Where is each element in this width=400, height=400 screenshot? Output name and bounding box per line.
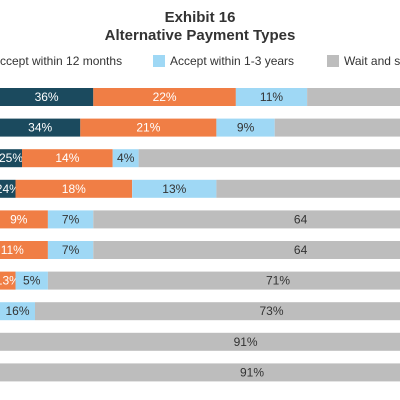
chart-subtitle: Alternative Payment Types [104,27,296,44]
bar-segment-row4-series2 [15,179,133,198]
bar-segment-row2-series2 [80,118,217,137]
data-label-row5-series4: 64 [294,212,308,226]
chart-title: Exhibit 16 [164,9,236,26]
data-label-row9-series4: 91% [234,335,258,349]
data-label-row7-series3: 5% [23,274,41,288]
data-label-row4-series1: 24% [0,182,20,196]
data-label-row3-series1: 25% [0,151,23,165]
data-label-row1-series2: 22% [153,90,177,104]
data-label-row8-series3: 16% [5,304,29,318]
legend-label-wait: Wait and s [344,54,400,68]
legend-item-accept-12-months: ccept within 12 months [0,54,122,68]
data-label-row10-series4: 91% [240,365,264,379]
data-label-row3-series3: 4% [117,151,135,165]
bar-segment-row5-series3 [47,210,94,229]
bar-segment-row3-series2 [22,149,113,168]
bar-segment-row1-series3 [235,88,308,106]
bar-segment-row1-series2 [93,88,236,106]
data-label-row6-series3: 7% [62,243,80,257]
bar-segment-row7-series3 [15,271,48,290]
legend-label-accept-1-3-years: Accept within 1-3 years [170,54,295,68]
bar-segment-row2-series3 [216,118,275,137]
bar-segment-row4-series3 [132,179,217,198]
bar-segment-row1-series1 [0,88,94,106]
bar-segment-row3-series4 [138,149,400,168]
data-label-row2-series1: 34% [28,121,52,135]
data-label-row4-series2: 18% [62,182,86,196]
bar-segment-row2-series4 [274,118,400,137]
bar-segment-row6-series2 [0,241,48,259]
data-label-row5-series3: 7% [62,212,80,226]
bar-segment-row7-series4 [47,271,400,290]
data-label-row6-series2: 11% [1,243,24,257]
data-label-row8-series4: 73% [259,304,283,318]
data-label-row1-series1: 36% [35,90,59,104]
bar-segment-row9-series4 [0,332,400,351]
bar-segment-row6-series4 [93,241,400,259]
bar-segment-row3-series3 [112,149,139,168]
legend-swatch-light-blue [153,55,165,67]
data-label-row6-series4: 64 [294,243,308,257]
bar-segment-row5-series2 [0,210,48,229]
legend-label-accept-12-months: ccept within 12 months [0,54,123,68]
legend-item-accept-1-3-years: Accept within 1-3 years [153,54,294,68]
bar-segment-row8-series4 [35,302,400,321]
legend-item-wait: Wait and s [327,54,400,68]
data-label-row7-series4: 71% [266,274,290,288]
bar-segment-row10-series4 [0,363,400,382]
data-label-row2-series2: 21% [136,121,160,135]
bar-segment-row4-series1 [0,179,16,198]
data-label-row2-series3: 9% [237,121,255,135]
data-label-row3-series2: 14% [55,151,79,165]
data-label-row5-series2: 9% [10,212,28,226]
data-label-row4-series3: 13% [162,182,186,196]
bar-segment-row4-series4 [216,179,400,198]
bar-segment-row3-series1 [0,149,22,168]
bar-segment-row5-series4 [93,210,400,229]
bar-segment-row2-series1 [0,118,81,137]
data-label-row7-series2: 13% [0,274,20,288]
data-label-row1-series3: 11% [260,90,283,104]
bar-segment-row8-series3 [0,302,35,321]
bar-segment-row6-series3 [47,241,94,259]
bar-segment-row7-series2 [0,271,16,290]
legend-swatch-gray [327,55,339,67]
bar-segment-row1-series4 [307,88,400,106]
